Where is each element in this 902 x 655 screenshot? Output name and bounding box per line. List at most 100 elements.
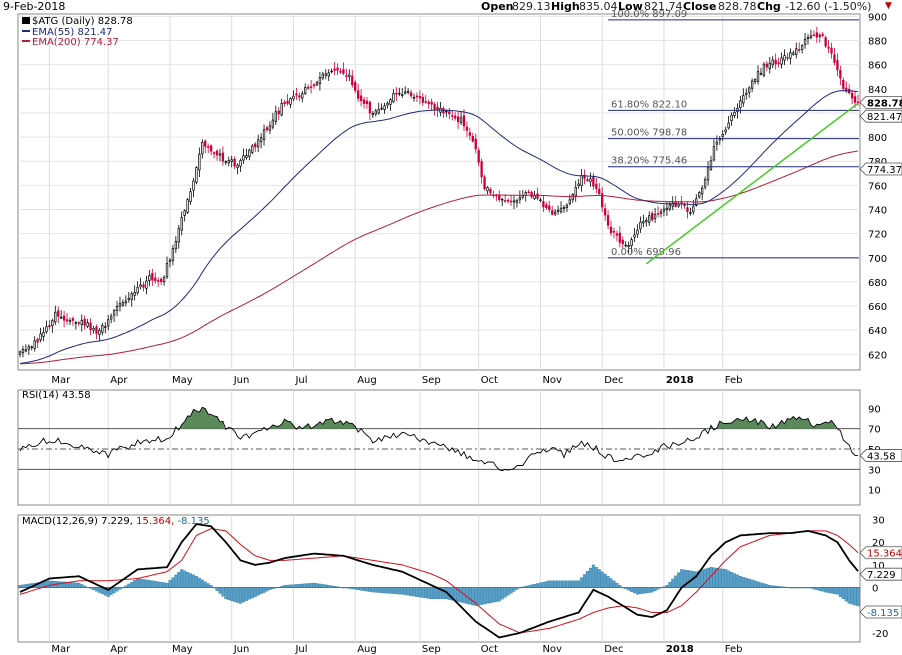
candle (65, 319, 69, 322)
macd-histogram-bar (653, 587, 657, 591)
macd-histogram-bar (94, 587, 98, 592)
macd-histogram-bar (118, 587, 122, 590)
candle (377, 108, 380, 114)
candle (154, 277, 157, 282)
candle (109, 315, 113, 320)
candle (98, 329, 101, 335)
candle (515, 200, 519, 203)
candle (306, 86, 310, 89)
macd-histogram-bar (833, 587, 836, 594)
candle (427, 101, 430, 105)
last-value-label: 821.47 (867, 112, 902, 123)
macd-histogram-bar (680, 569, 684, 588)
low-value: 821.74 (644, 0, 683, 13)
candle (580, 175, 583, 187)
candle (62, 315, 66, 321)
macd-histogram-bar (694, 571, 698, 588)
candle (239, 160, 242, 167)
candle (448, 111, 451, 115)
macd-histogram-bar (259, 587, 263, 595)
macd-histogram-bar (521, 586, 525, 588)
macd-histogram-bar (568, 580, 572, 588)
macd-histogram-bar (230, 587, 234, 601)
candle (798, 49, 801, 51)
macd-histogram-bar (286, 584, 290, 588)
candle (324, 73, 327, 76)
macd-histogram-bar (656, 587, 660, 590)
macd-histogram-bar (368, 587, 372, 592)
macd-histogram-bar (721, 568, 725, 588)
macd-histogram-bar (665, 585, 669, 588)
candle (692, 206, 695, 213)
candle (424, 101, 427, 103)
macd-histogram-bar (738, 576, 742, 588)
macd-histogram-bar (621, 587, 625, 589)
macd-histogram-bar (18, 585, 22, 588)
macd-histogram-bar (768, 585, 772, 588)
macd-histogram-bar (133, 580, 137, 588)
macd-histogram-bar (433, 587, 437, 600)
macd-histogram-bar (794, 587, 798, 589)
macd-histogram-bar (759, 582, 763, 588)
price-tick-label: 880 (868, 37, 887, 48)
macd-histogram-bar (218, 587, 222, 594)
candle (562, 207, 566, 209)
macd-histogram-bar (412, 587, 416, 597)
candle (283, 101, 286, 104)
macd-x-label: Oct (481, 644, 498, 655)
candle (33, 340, 36, 349)
candle (651, 212, 654, 221)
candle (251, 145, 254, 153)
quote-header: 9-Feb-2018 Open 829.13 High 835.04 Low 8… (0, 0, 902, 14)
rsi-tick-label: 90 (868, 404, 881, 415)
candle (433, 103, 436, 110)
macd-histogram-bar (415, 587, 419, 597)
macd-histogram-bar (438, 587, 442, 600)
macd-histogram-bar (547, 580, 551, 588)
candle (756, 71, 760, 82)
candle (436, 106, 439, 111)
candle (839, 69, 842, 79)
macd-histogram-bar (824, 587, 828, 593)
rsi-panel (17, 389, 861, 506)
macd-histogram-bar (212, 587, 216, 589)
candle (630, 239, 633, 246)
macd-histogram-bar (818, 587, 822, 591)
macd-histogram-bar (142, 579, 145, 588)
macd-histogram-bar (480, 587, 484, 605)
macd-histogram-bar (197, 577, 201, 588)
macd-histogram-bar (80, 584, 84, 588)
candle (277, 110, 280, 115)
candle (642, 221, 645, 224)
last-value-tag (859, 109, 902, 123)
candle (274, 111, 277, 122)
candle (356, 90, 360, 99)
macd-histogram-bar (121, 587, 125, 589)
price-panel (17, 13, 861, 371)
candle (68, 320, 72, 322)
candle (333, 68, 336, 71)
candle (753, 79, 757, 83)
candle (345, 75, 348, 77)
macd-histogram-bar (247, 587, 251, 600)
macd-histogram-bar (44, 581, 48, 588)
candle (721, 133, 724, 137)
candle (133, 292, 136, 296)
candle (212, 152, 216, 154)
candle (415, 95, 419, 98)
candle (348, 74, 351, 77)
macd-histogram-bar (474, 587, 478, 606)
rsi-tick-label: 70 (868, 425, 881, 436)
candle (395, 92, 398, 95)
candle (483, 176, 486, 190)
macd-histogram-bar (641, 587, 645, 594)
macd-tick-label: 30 (872, 516, 885, 527)
candle (171, 248, 175, 261)
candle (542, 201, 545, 208)
candle (468, 132, 472, 136)
candle (518, 197, 522, 201)
high-label: High (551, 0, 580, 13)
rsi-last-value-label: 43.58 (867, 452, 896, 463)
macd-histogram-bar (459, 587, 463, 603)
macd-histogram-bar (271, 587, 275, 590)
